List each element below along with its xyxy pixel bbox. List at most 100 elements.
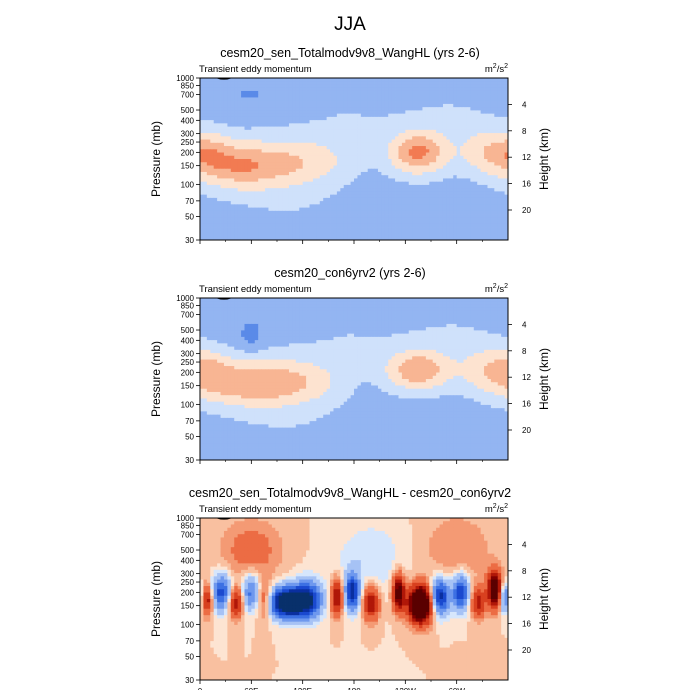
heatmap-cell xyxy=(347,307,351,312)
heatmap-cell xyxy=(330,155,334,160)
heatmap-cell xyxy=(439,201,444,205)
heatmap-cell xyxy=(333,217,338,221)
heatmap-cell xyxy=(244,123,249,127)
heatmap-cell xyxy=(429,227,434,231)
heatmap-cell xyxy=(484,142,488,147)
heatmap-cell xyxy=(227,207,232,212)
heatmap-cell xyxy=(200,120,204,124)
heatmap-cell xyxy=(412,230,416,234)
heatmap-cell xyxy=(309,191,314,196)
heatmap-cell xyxy=(381,220,386,225)
heatmap-cell xyxy=(254,207,259,212)
heatmap-cell xyxy=(439,152,444,157)
heatmap-cell xyxy=(210,227,215,231)
heatmap-cell xyxy=(299,155,304,160)
heatmap-cell xyxy=(408,120,413,124)
heatmap-cell xyxy=(384,201,389,205)
heatmap-cell xyxy=(234,307,239,312)
heatmap-cell xyxy=(381,230,386,234)
heatmap-cell xyxy=(268,142,273,147)
heatmap-cell xyxy=(278,162,283,166)
heatmap-cell xyxy=(213,184,218,189)
heatmap-cell xyxy=(429,194,434,199)
heatmap-cell xyxy=(477,227,482,231)
heatmap-cell xyxy=(374,126,379,131)
heatmap-cell xyxy=(326,149,331,153)
heatmap-cell xyxy=(497,123,502,127)
heatmap-cell xyxy=(200,78,204,82)
heatmap-cell xyxy=(306,310,310,315)
heatmap-cell xyxy=(319,87,324,92)
heatmap-cell xyxy=(278,201,283,205)
heatmap-cell xyxy=(302,310,307,315)
heatmap-cell xyxy=(347,78,351,82)
heatmap-cell xyxy=(333,116,338,121)
heatmap-cell xyxy=(258,214,262,218)
heatmap-cell xyxy=(336,188,341,192)
heatmap-cell xyxy=(200,162,204,166)
heatmap-cell xyxy=(480,165,485,170)
heatmap-cell xyxy=(275,129,280,134)
heatmap-cell xyxy=(275,230,280,234)
heatmap-cell xyxy=(333,197,338,202)
heatmap-cell xyxy=(210,194,215,199)
heatmap-cell xyxy=(261,188,266,192)
heatmap-cell xyxy=(247,90,252,95)
heatmap-cell xyxy=(442,162,447,166)
heatmap-cell xyxy=(251,201,256,205)
heatmap-cell xyxy=(504,90,509,95)
heatmap-cell xyxy=(449,214,454,218)
heatmap-cell xyxy=(436,110,440,115)
heatmap-cell xyxy=(223,171,228,176)
heatmap-cell xyxy=(230,149,235,153)
heatmap-cell xyxy=(251,233,256,238)
heatmap-cell xyxy=(299,120,304,124)
heatmap-cell xyxy=(442,171,447,176)
heatmap-cell xyxy=(258,159,262,163)
heatmap-cell xyxy=(415,298,420,302)
heatmap-cell xyxy=(487,298,492,302)
heatmap-cell xyxy=(292,233,297,238)
heatmap-cell xyxy=(275,126,280,131)
heatmap-cell xyxy=(333,152,338,157)
heatmap-cell xyxy=(265,298,269,302)
heatmap-cell xyxy=(309,201,314,205)
heatmap-cell xyxy=(442,298,447,302)
heatmap-cell xyxy=(278,207,283,212)
heatmap-cell xyxy=(449,152,454,157)
heatmap-cell xyxy=(371,120,375,124)
y-tick-label: 850 xyxy=(181,82,195,91)
heatmap-cell xyxy=(470,120,475,124)
heatmap-cell xyxy=(203,84,208,89)
heatmap-cell xyxy=(210,139,215,144)
heatmap-cell xyxy=(371,298,375,302)
heatmap-cell xyxy=(436,236,440,241)
heatmap-cell xyxy=(241,90,245,95)
heatmap-cell xyxy=(241,194,245,199)
heatmap-cell xyxy=(501,103,505,108)
heatmap-cell xyxy=(200,84,204,89)
heatmap-cell xyxy=(384,81,389,85)
heatmap-cell xyxy=(347,123,351,127)
heatmap-cell xyxy=(299,220,304,225)
heatmap-cell xyxy=(473,94,478,98)
heatmap-cell xyxy=(480,110,485,115)
heatmap-cell xyxy=(200,201,204,205)
heatmap-cell xyxy=(497,184,502,189)
heatmap-cell xyxy=(223,210,228,215)
heatmap-cell xyxy=(278,94,283,98)
heatmap-cell xyxy=(282,113,286,118)
heatmap-cell xyxy=(412,116,416,121)
heatmap-cell xyxy=(217,220,221,225)
heatmap-cell xyxy=(288,230,293,234)
heatmap-cell xyxy=(292,171,297,176)
heatmap-cell xyxy=(494,123,499,127)
heatmap-cell xyxy=(480,126,485,131)
heatmap-cell xyxy=(223,233,228,238)
heatmap-cell xyxy=(484,120,488,124)
heatmap-cell xyxy=(398,298,403,302)
heatmap-cell xyxy=(357,129,362,134)
heatmap-cell xyxy=(466,103,471,108)
heatmap-cell xyxy=(244,230,249,234)
heatmap-cell xyxy=(268,217,273,221)
